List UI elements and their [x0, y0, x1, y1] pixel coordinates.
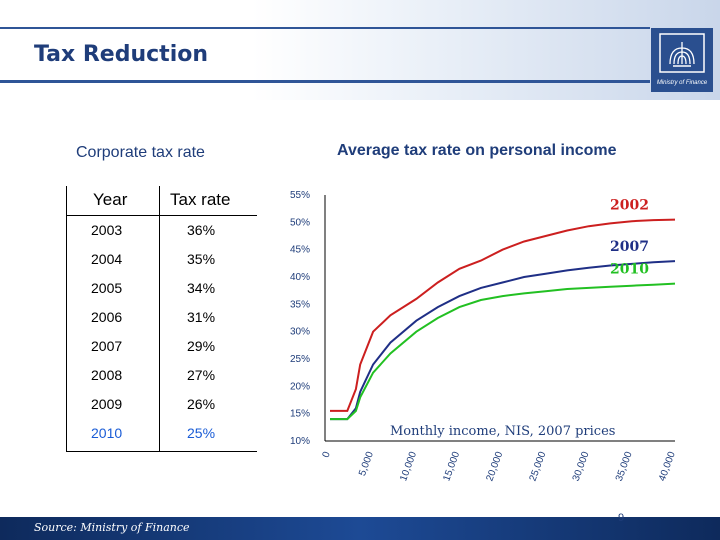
table-row: 2004 35%: [67, 245, 257, 273]
y-tick-label: 10%: [290, 436, 310, 447]
header-bottom-rule: [0, 80, 650, 83]
row-rate: 29%: [187, 338, 216, 354]
series-label-2002: 2002: [610, 198, 649, 214]
row-year: 2003: [91, 222, 123, 238]
row-rate: 36%: [187, 222, 216, 238]
y-tick-label: 30%: [290, 327, 310, 338]
row-year: 2009: [91, 396, 123, 412]
table-row: 2005 34%: [67, 274, 257, 302]
y-tick-label: 15%: [290, 409, 310, 420]
slide-title: Tax Reduction: [34, 42, 209, 67]
corporate-tax-table: Year Tax rate 2003 36% 2004 35% 2005 34% 20…: [66, 186, 257, 452]
row-year: 2004: [91, 251, 123, 267]
x-tick-label: 40,000: [657, 450, 678, 483]
row-year: 2007: [91, 338, 123, 354]
y-tick-label: 45%: [290, 245, 310, 256]
personal-income-tax-chart: 10% 15% 20% 25% 30% 35% 40% 45% 50% 55% 0 5,000 10,0…: [285, 180, 710, 500]
series-label-2007: 2007: [610, 239, 649, 255]
row-rate: 34%: [187, 280, 216, 296]
header-band: [0, 0, 720, 100]
series-line-2007: [330, 260, 676, 421]
row-rate: 26%: [187, 396, 216, 412]
y-tick-label: 40%: [290, 272, 310, 283]
row-rate: 27%: [187, 367, 216, 383]
table-row: 2006 31%: [67, 303, 257, 331]
table-row: 2003 36%: [67, 216, 257, 244]
footer-source: Source: Ministry of Finance: [34, 521, 190, 534]
y-tick-label: 25%: [290, 354, 310, 365]
row-year: 2005: [91, 280, 123, 296]
menorah-icon: [669, 42, 695, 65]
row-year: 2006: [91, 309, 123, 325]
corporate-table-title: Corporate tax rate: [76, 144, 205, 161]
row-year: 2010: [91, 425, 123, 441]
x-tick-label: 10,000: [398, 450, 419, 483]
row-year: 2008: [91, 367, 123, 383]
series-line-2010: [330, 282, 676, 421]
x-tick-label: 20,000: [485, 450, 506, 483]
row-rate: 31%: [187, 309, 216, 325]
x-tick-label: 25,000: [528, 450, 549, 483]
header-top-rule: [0, 27, 650, 29]
x-tick-label: 15,000: [441, 450, 462, 483]
logo-caption: Ministry of Finance: [656, 80, 708, 86]
chart-title: Average tax rate on personal income: [337, 142, 617, 159]
y-tick-label: 20%: [290, 381, 310, 392]
row-rate: 35%: [187, 251, 216, 267]
x-tick-label: 30,000: [571, 450, 592, 483]
series-line-2002: [330, 218, 676, 412]
y-tick-label: 50%: [290, 217, 310, 228]
emblem-frame: [659, 33, 705, 73]
page-number: 9: [617, 512, 625, 524]
chart-svg: 10% 15% 20% 25% 30% 35% 40% 45% 50% 55% 0 5,000 10,0…: [290, 190, 678, 483]
table-row: 2008 27%: [67, 361, 257, 389]
row-rate: 25%: [187, 425, 216, 441]
table-row: 2007 29%: [67, 332, 257, 360]
y-tick-label: 35%: [290, 299, 310, 310]
table-header-divider: [67, 215, 257, 216]
table-row: 2009 26%: [67, 390, 257, 418]
y-tick-label: 55%: [290, 190, 310, 201]
footer-bar: [0, 517, 720, 540]
table-header-rate: Tax rate: [170, 190, 231, 209]
ministry-emblem-logo: [651, 28, 713, 92]
x-tick-label: 0: [321, 450, 333, 459]
table-header-year: Year: [93, 190, 128, 209]
series-label-2010: 2010: [610, 262, 649, 278]
x-tick-label: 35,000: [614, 450, 635, 483]
x-tick-label: 5,000: [357, 450, 376, 478]
table-row-highlighted: 2010 25%: [67, 419, 257, 447]
x-axis-title: Monthly income, NIS, 2007 prices: [390, 424, 615, 439]
table-column-divider: [159, 186, 160, 451]
